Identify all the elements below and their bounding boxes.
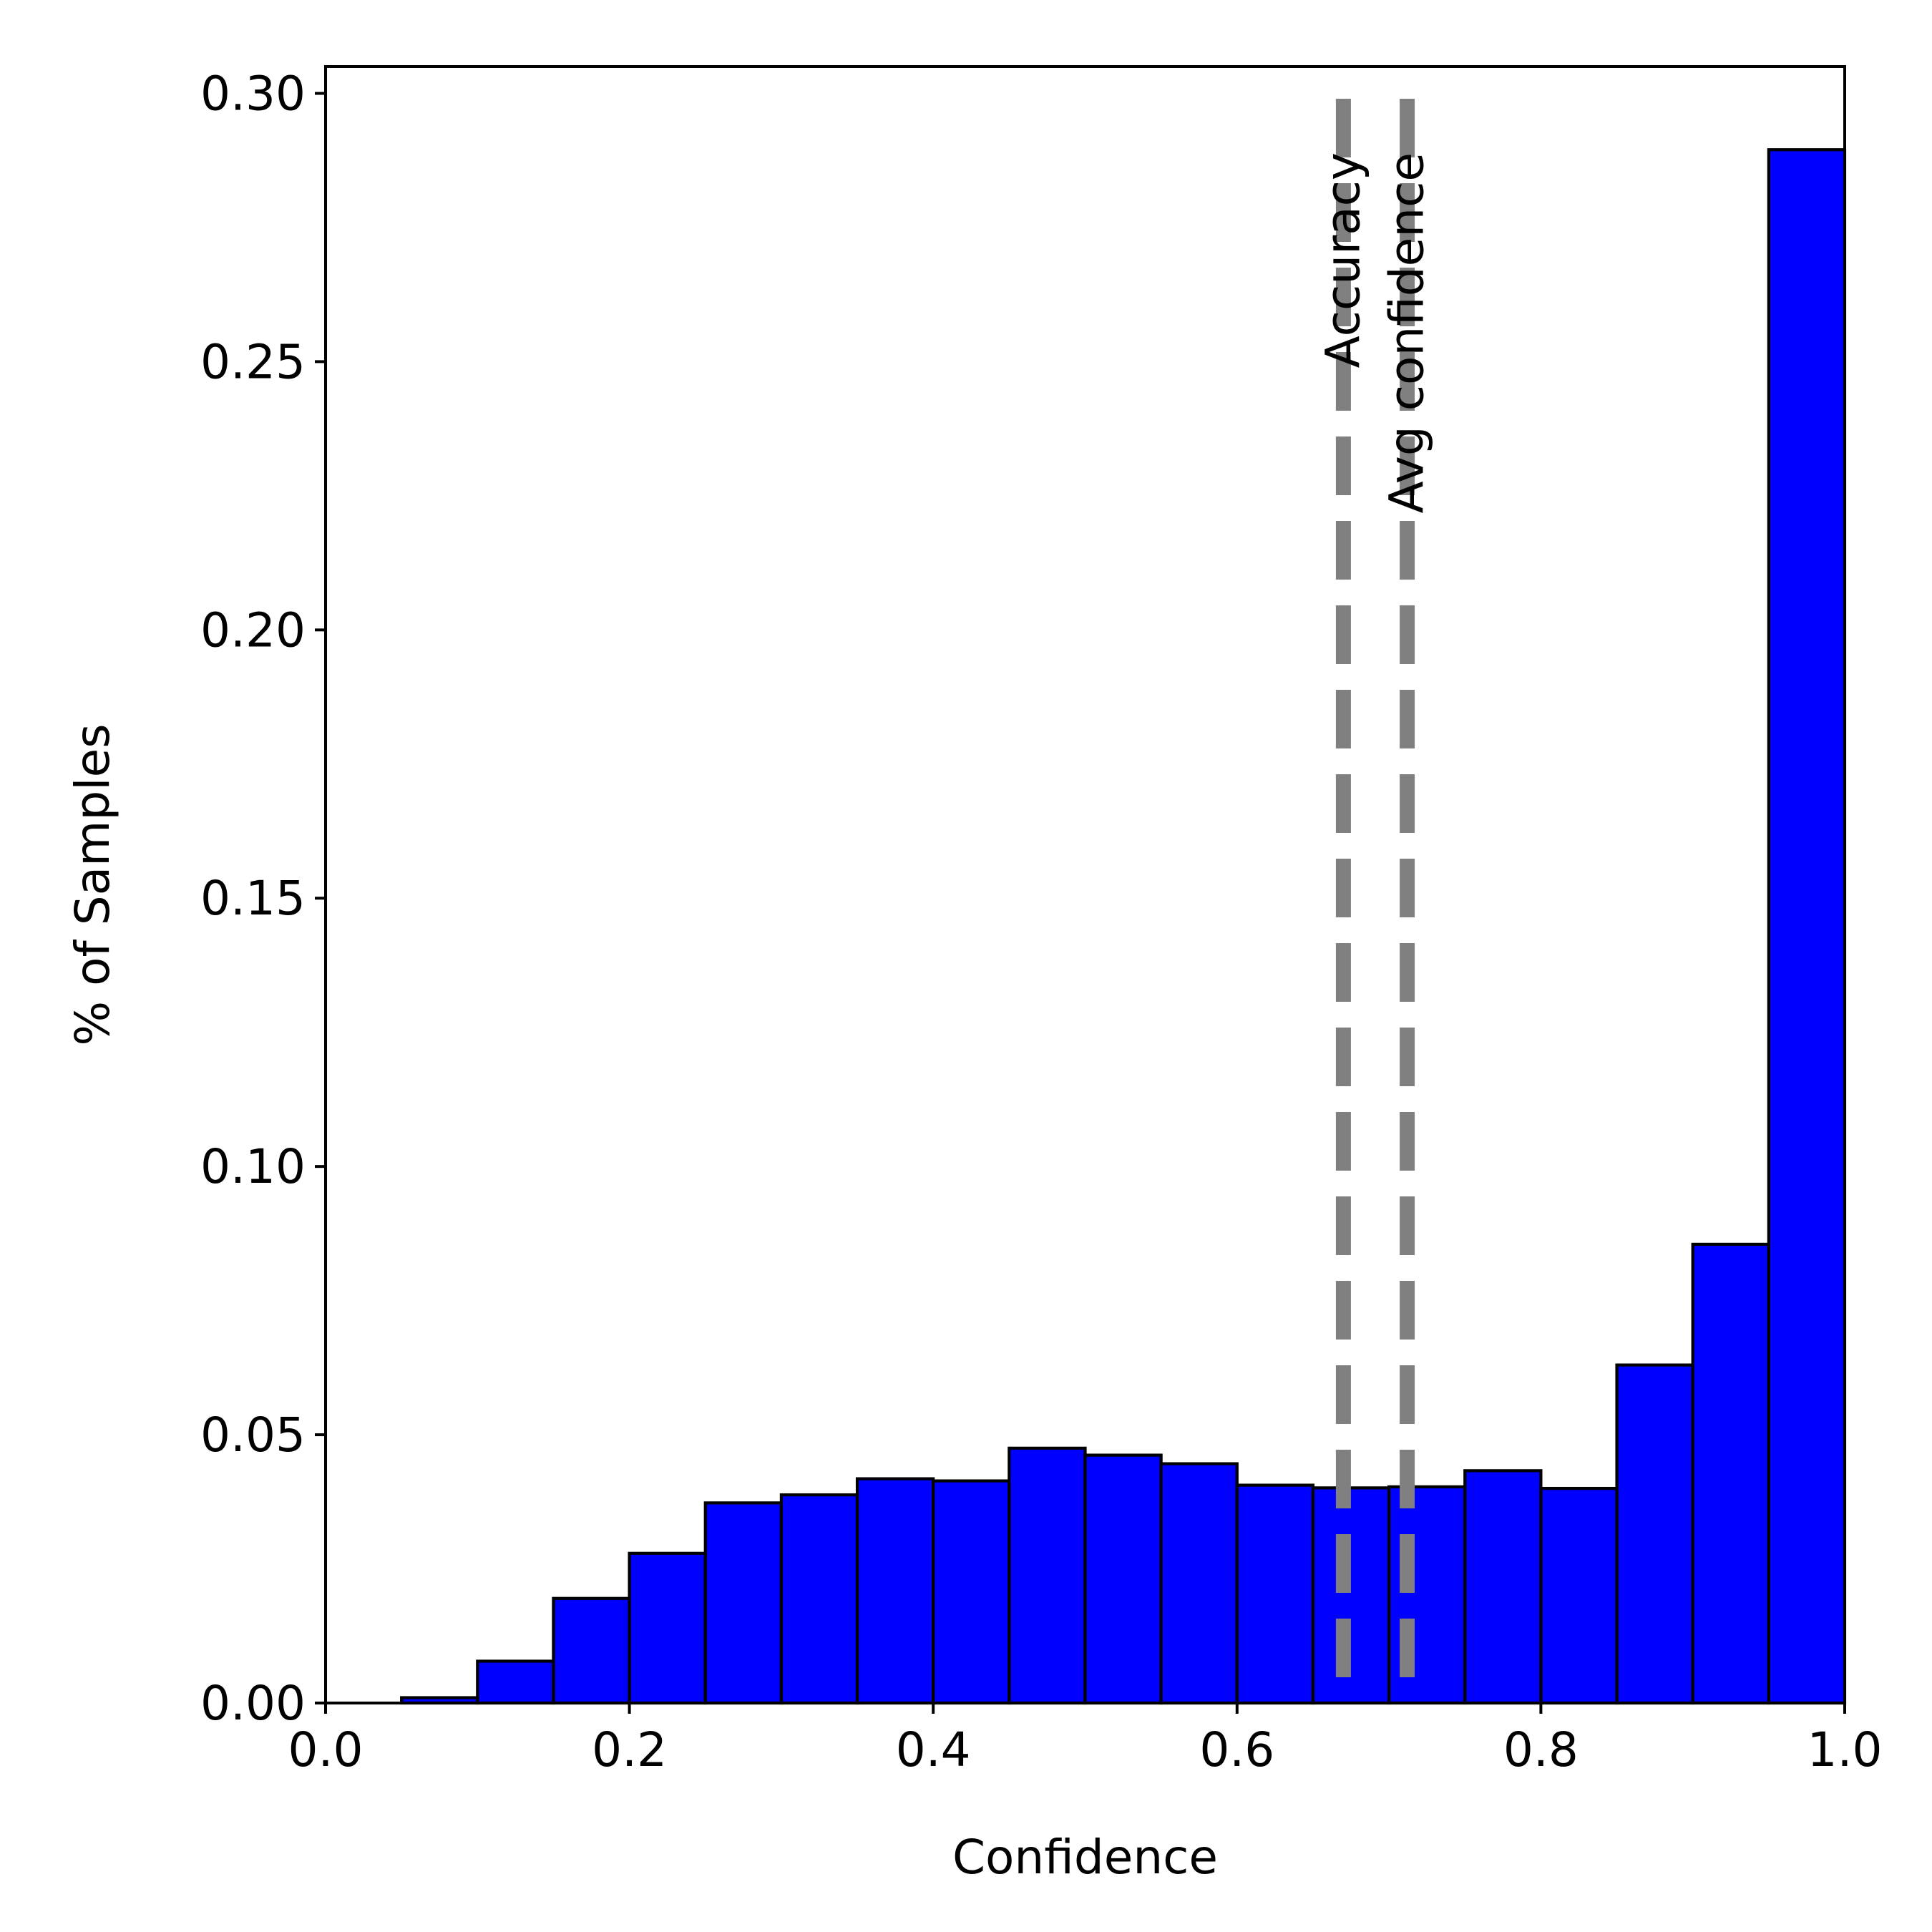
x-tick-label-5: 1.0 <box>1807 1722 1883 1777</box>
y-tick-label-1: 0.05 <box>200 1407 306 1463</box>
plot-frame <box>324 65 1846 1704</box>
y-tick-label-4: 0.20 <box>200 602 306 658</box>
histogram-bar-17 <box>1615 1363 1694 1705</box>
reference-line-label-accuracy: Accuracy <box>1315 152 1370 368</box>
y-axis-ticks: 0.00 0.05 0.10 0.15 0.20 0.25 0.30 <box>200 66 326 1731</box>
x-tick-label-2: 0.4 <box>896 1722 971 1777</box>
bars-layer <box>400 148 1847 1705</box>
histogram-bar-19 <box>1767 148 1847 1705</box>
histogram-bar-4 <box>628 1551 707 1705</box>
x-tick-label-0: 0.0 <box>288 1722 364 1777</box>
y-tick-label-3: 0.15 <box>200 871 306 926</box>
x-tick-label-1: 0.2 <box>592 1722 667 1777</box>
y-tick-label-0: 0.00 <box>200 1676 306 1731</box>
y-tick-label-5: 0.25 <box>200 334 306 389</box>
reference-labels-layer: Accuracy Avg confidence <box>1315 152 1434 514</box>
histogram-bar-6 <box>779 1493 859 1705</box>
x-axis-ticks: 0.0 0.2 0.4 0.6 0.8 1.0 <box>288 1703 1883 1777</box>
histogram-bar-18 <box>1691 1242 1770 1705</box>
histogram-bar-15 <box>1463 1469 1543 1705</box>
histogram-bar-12 <box>1235 1483 1315 1705</box>
histogram-bar-16 <box>1539 1486 1619 1705</box>
x-axis-title: Confidence <box>952 1830 1218 1885</box>
x-tick-label-3: 0.6 <box>1199 1722 1274 1777</box>
histogram-bar-13 <box>1311 1486 1391 1705</box>
y-tick-label-6: 0.30 <box>200 66 306 121</box>
reference-line-label-avg-confidence: Avg confidence <box>1380 152 1435 514</box>
histogram-bar-7 <box>855 1477 935 1705</box>
x-tick-label-4: 0.8 <box>1503 1722 1579 1777</box>
reference-lines-layer <box>1335 99 1415 1703</box>
histogram-bar-9 <box>1008 1446 1087 1705</box>
histogram-bar-3 <box>552 1596 631 1705</box>
y-tick-label-2: 0.10 <box>200 1139 306 1194</box>
histogram-bar-2 <box>476 1659 555 1705</box>
histogram-bar-5 <box>703 1501 784 1705</box>
y-axis-title: % of Samples <box>65 723 120 1045</box>
histogram-bar-10 <box>1083 1453 1163 1705</box>
histogram-bar-8 <box>932 1479 1011 1705</box>
histogram-bar-11 <box>1159 1462 1239 1705</box>
